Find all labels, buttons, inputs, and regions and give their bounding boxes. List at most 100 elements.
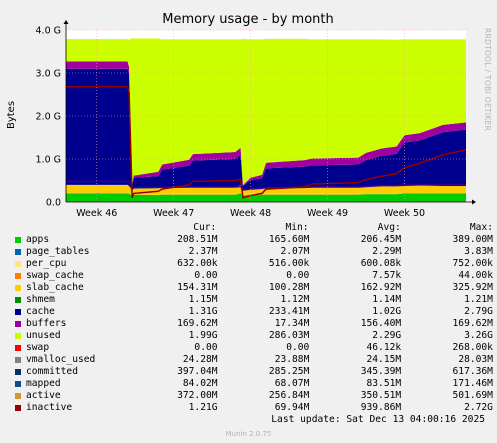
legend-max: 268.00k: [452, 342, 493, 353]
legend-cur: 0.00: [194, 342, 218, 353]
legend-row-buffers: buffers 169.62M 17.34M 156.40M 169.62M: [13, 318, 493, 330]
legend-header-cur: Cur:: [193, 222, 217, 233]
legend-avg: 2.29G: [372, 330, 402, 341]
y-tick-label: 1.0 G: [36, 155, 62, 166]
legend-row-cache: cache 1.31G 233.41M 1.02G 2.79G: [13, 306, 493, 318]
y-tick-label: 4.0 G: [36, 26, 62, 37]
legend-label: apps: [26, 234, 50, 245]
legend-min: 0.00: [286, 270, 310, 281]
legend-row-per-cpu: per_cpu 632.00k 516.00k 600.08k 752.00k: [13, 258, 493, 270]
legend-row-swap: swap 0.00 0.00 46.12k 268.00k: [13, 342, 493, 354]
area-unused: [66, 38, 466, 186]
legend-swatch: [15, 333, 21, 339]
legend-swatch: [15, 321, 21, 327]
side-label: RRDTOOL / TOBI OETIKER: [483, 28, 492, 131]
legend-cur: 24.28M: [182, 354, 218, 365]
legend-swatch: [15, 393, 21, 399]
area-apps: [66, 193, 466, 202]
legend-max: 2.72G: [464, 402, 493, 413]
legend-avg: 600.08k: [360, 258, 402, 269]
legend-cur: 2.37M: [188, 246, 218, 257]
legend-min: 17.34M: [274, 318, 310, 329]
legend-cur: 208.51M: [177, 234, 218, 245]
legend-min: 285.25M: [268, 366, 310, 377]
legend-min: 23.88M: [274, 354, 310, 365]
legend-cur: 372.00M: [177, 390, 218, 401]
legend-row-apps: apps 208.51M 165.60M 206.45M 389.00M: [13, 234, 493, 246]
legend-max: 1.21M: [464, 294, 493, 305]
legend-avg: 1.02G: [372, 306, 402, 317]
legend-row-committed: committed 397.04M 285.25M 345.39M 617.36M: [13, 366, 493, 378]
legend-cur: 1.15M: [188, 294, 218, 305]
legend-swatch: [15, 273, 21, 279]
y-axis-arrow: [63, 20, 69, 24]
munin-version: Munin 2.0.75: [225, 430, 272, 438]
y-tick-label: 3.0 G: [36, 69, 62, 80]
legend-label: per_cpu: [26, 258, 67, 269]
legend-swatch: [15, 297, 21, 303]
legend-label: vmalloc_used: [26, 354, 96, 365]
legend-avg: 350.51M: [360, 390, 402, 401]
legend-min: 516.00k: [268, 258, 310, 269]
legend-avg: 1.14M: [372, 294, 402, 305]
legend-header-avg: Avg:: [377, 222, 401, 233]
legend-swatch: [15, 345, 21, 351]
legend-swatch: [15, 405, 21, 411]
legend-max: 169.62M: [452, 318, 493, 329]
legend-cur: 632.00k: [177, 258, 218, 269]
legend-row-inactive: inactive 1.21G 69.94M 939.86M 2.72G: [13, 402, 493, 414]
legend-label: committed: [26, 366, 78, 377]
legend-cur: 84.02M: [182, 378, 218, 389]
legend-avg: 206.45M: [360, 234, 402, 245]
legend-header-max: Max:: [469, 222, 494, 233]
legend-row-slab-cache: slab_cache 154.31M 100.28M 162.92M 325.92M: [13, 282, 493, 294]
legend-cur: 169.62M: [177, 318, 218, 329]
legend-cur: 397.04M: [177, 366, 218, 377]
legend-label: unused: [26, 330, 61, 341]
x-axis-arrow: [472, 199, 476, 205]
x-tick-label: Week 49: [307, 208, 348, 219]
legend-avg: 156.40M: [360, 318, 402, 329]
legend-avg: 83.51M: [366, 378, 402, 389]
chart: Memory usage - by month RRDTOOL / TOBI O…: [0, 0, 497, 220]
legend-row-shmem: shmem 1.15M 1.12M 1.14M 1.21M: [13, 294, 493, 306]
legend-max: 501.69M: [452, 390, 493, 401]
legend-cur: 0.00: [194, 270, 218, 281]
legend-swatch: [15, 357, 21, 363]
legend-label: slab_cache: [26, 282, 84, 293]
x-tick-label: Week 47: [153, 208, 194, 219]
legend-swatch: [15, 381, 21, 387]
area-per-cpu: [66, 192, 466, 196]
legend-max: 3.26G: [464, 330, 493, 341]
legend-label: page_tables: [26, 246, 90, 257]
legend-row-page-tables: page_tables 2.37M 2.07M 2.29M 3.83M: [13, 246, 493, 258]
legend-label: cache: [26, 306, 55, 317]
legend-row-unused: unused 1.99G 286.03M 2.29G 3.26G: [13, 330, 493, 342]
x-tick-label: Week 48: [230, 208, 271, 219]
y-axis-label: Bytes: [6, 101, 17, 129]
legend-max: 325.92M: [452, 282, 493, 293]
y-tick-label: 2.0 G: [36, 112, 62, 123]
legend-min: 256.84M: [268, 390, 310, 401]
legend-label: shmem: [26, 294, 55, 305]
legend-min: 286.03M: [268, 330, 310, 341]
legend-label: inactive: [26, 402, 73, 413]
legend-swatch: [15, 261, 21, 267]
y-tick-label: 0.0: [46, 198, 61, 209]
legend-avg: 24.15M: [366, 354, 402, 365]
legend-max: 2.79G: [464, 306, 493, 317]
legend-min: 1.12M: [280, 294, 310, 305]
area-buffers: [66, 61, 466, 186]
legend-max: 752.00k: [452, 258, 493, 269]
legend-header-min: Min:: [285, 222, 309, 233]
chart-title: Memory usage - by month: [162, 12, 333, 27]
legend-cur: 1.21G: [188, 402, 218, 413]
legend-label: active: [26, 390, 61, 401]
legend-min: 0.00: [286, 342, 310, 353]
legend-min: 69.94M: [274, 402, 310, 413]
legend-cur: 154.31M: [177, 282, 218, 293]
legend-min: 100.28M: [268, 282, 310, 293]
legend-swatch: [15, 369, 21, 375]
legend-avg: 162.92M: [360, 282, 402, 293]
legend-cur: 1.31G: [188, 306, 218, 317]
